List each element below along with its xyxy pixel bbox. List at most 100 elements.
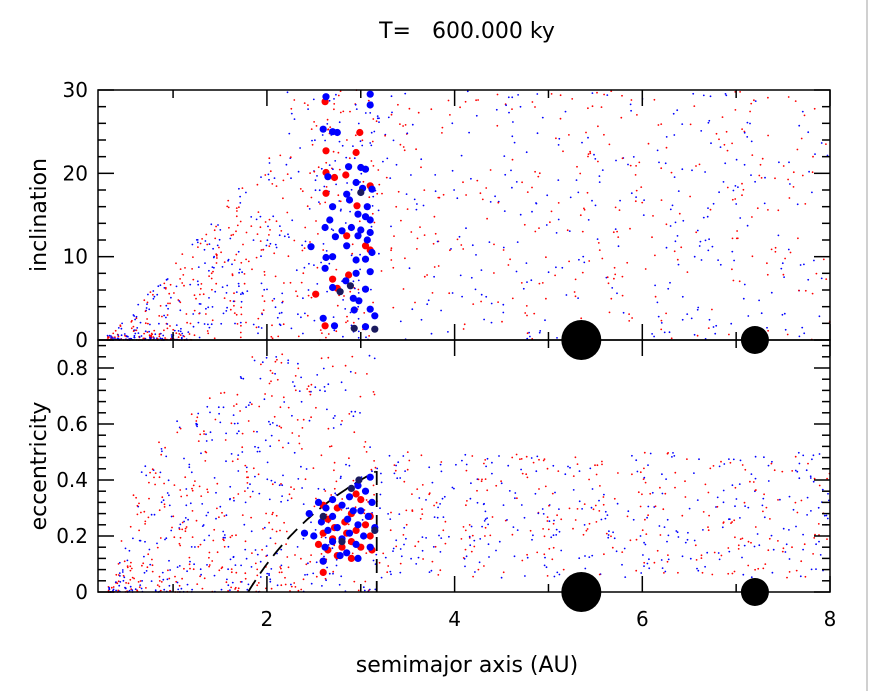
background-particle (291, 219, 294, 222)
background-particle (271, 483, 274, 486)
background-particle (689, 123, 692, 126)
background-particle (608, 311, 611, 314)
background-particle (751, 216, 753, 218)
background-particle (142, 337, 145, 340)
background-particle (192, 256, 194, 258)
background-particle (173, 329, 176, 332)
background-particle (380, 576, 383, 579)
background-particle (580, 317, 583, 320)
background-particle (393, 464, 396, 466)
background-particle (156, 546, 159, 549)
background-particle (238, 271, 241, 274)
background-particle (447, 99, 450, 102)
background-particle (121, 569, 124, 571)
background-particle (266, 461, 269, 464)
background-particle (324, 490, 327, 492)
background-particle (131, 589, 134, 592)
background-particle (406, 208, 409, 211)
background-particle (346, 315, 348, 318)
background-particle (188, 466, 191, 469)
background-particle (714, 332, 717, 335)
background-particle (781, 470, 784, 473)
background-particle (390, 573, 392, 576)
background-particle (339, 200, 342, 203)
background-particle (283, 401, 286, 403)
background-particle (820, 142, 823, 144)
background-particle (282, 179, 285, 182)
background-particle (411, 123, 414, 126)
background-particle (392, 550, 394, 552)
background-particle (195, 239, 198, 241)
large-body-point (366, 473, 374, 481)
background-particle (117, 327, 120, 329)
background-particle (693, 255, 696, 258)
background-particle (345, 156, 348, 159)
background-particle (352, 479, 355, 482)
background-particle (739, 459, 742, 462)
background-particle (507, 96, 510, 99)
background-particle (798, 335, 801, 338)
background-particle (754, 526, 757, 528)
background-particle (241, 271, 244, 274)
background-particle (814, 153, 816, 156)
background-particle (197, 321, 200, 324)
background-particle (265, 545, 268, 547)
background-particle (228, 226, 230, 229)
background-particle (353, 431, 356, 434)
background-particle (696, 499, 699, 501)
background-particle (203, 323, 206, 325)
background-particle (584, 555, 586, 557)
background-particle (716, 505, 719, 508)
background-particle (229, 300, 232, 302)
background-particle (300, 376, 302, 379)
background-particle (321, 332, 323, 334)
background-particle (231, 263, 233, 266)
background-particle (713, 551, 716, 554)
background-particle (325, 186, 328, 188)
background-particle (665, 478, 667, 480)
background-particle (256, 183, 259, 186)
background-particle (538, 488, 540, 490)
background-particle (484, 518, 487, 521)
background-particle (301, 249, 304, 252)
background-particle (135, 496, 138, 499)
background-particle (304, 478, 307, 481)
background-particle (386, 157, 389, 160)
background-particle (120, 327, 123, 330)
background-particle (160, 453, 163, 456)
background-particle (487, 523, 489, 526)
background-particle (725, 130, 728, 133)
background-particle (543, 458, 546, 460)
background-particle (396, 477, 399, 480)
background-particle (285, 163, 288, 166)
background-particle (212, 539, 215, 542)
large-body-point (322, 504, 330, 512)
background-particle (384, 556, 387, 559)
background-particle (263, 270, 266, 273)
background-particle (399, 320, 402, 323)
background-particle (667, 452, 669, 454)
background-particle (232, 300, 235, 303)
background-particle (496, 93, 499, 96)
background-particle (257, 332, 259, 335)
background-particle (252, 430, 255, 433)
background-particle (557, 470, 560, 472)
background-particle (349, 110, 351, 113)
background-particle (216, 551, 219, 554)
background-particle (259, 226, 262, 229)
background-particle (753, 545, 756, 548)
background-particle (704, 239, 707, 242)
background-particle (156, 542, 158, 545)
background-particle (302, 537, 305, 540)
background-particle (271, 372, 274, 374)
background-particle (153, 476, 155, 479)
background-particle (321, 134, 324, 136)
large-body-point (349, 294, 357, 302)
background-particle (562, 568, 565, 571)
x-tick-label: 6 (636, 607, 649, 631)
background-particle (791, 470, 794, 472)
background-particle (387, 513, 389, 515)
background-particle (534, 230, 537, 233)
background-particle (129, 525, 132, 528)
